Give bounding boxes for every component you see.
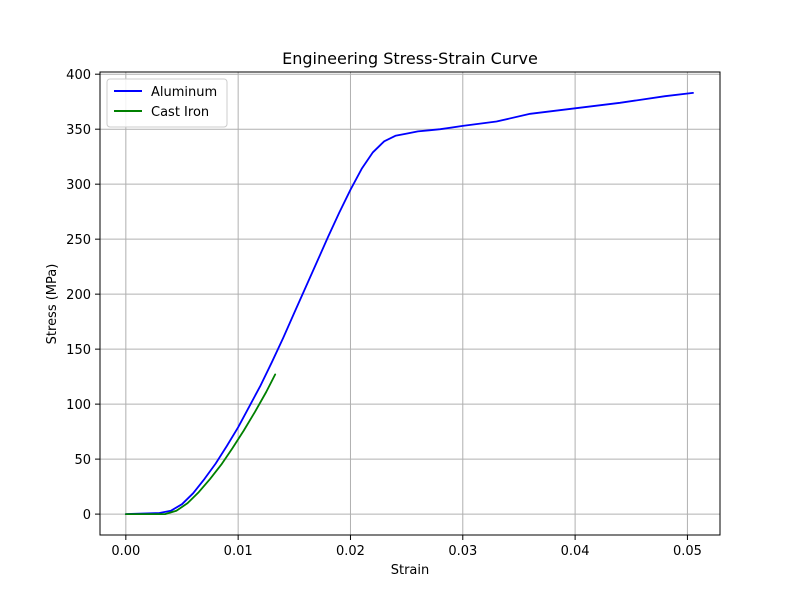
x-tick-label: 0.03 bbox=[448, 544, 477, 559]
y-tick-label: 100 bbox=[66, 398, 91, 413]
series-line-aluminum bbox=[124, 92, 694, 515]
legend-label-aluminum: Aluminum bbox=[151, 85, 217, 100]
y-tick-label: 150 bbox=[66, 343, 91, 358]
y-tick-label: 200 bbox=[66, 288, 91, 303]
y-tick-label: 0 bbox=[83, 508, 91, 523]
y-tick-label: 400 bbox=[66, 68, 91, 83]
x-tick-label: 0.02 bbox=[336, 544, 365, 559]
chart-title: Engineering Stress-Strain Curve bbox=[282, 49, 538, 68]
grid-layer bbox=[100, 72, 720, 535]
y-tick-label: 250 bbox=[66, 233, 91, 248]
y-tick-label: 50 bbox=[74, 453, 91, 468]
x-tick-label: 0.00 bbox=[111, 544, 140, 559]
y-tick-label: 350 bbox=[66, 123, 91, 138]
legend-label-cast-iron: Cast Iron bbox=[151, 105, 209, 120]
legend: Aluminum Cast Iron bbox=[106, 78, 228, 128]
tick-layer: 0.00 0.01 0.02 0.03 0.04 0.05 0 50 100 150 200 250 3… bbox=[66, 68, 702, 559]
series-line-cast-iron bbox=[124, 373, 277, 515]
x-tick-label: 0.01 bbox=[224, 544, 253, 559]
x-tick-label: 0.05 bbox=[673, 544, 702, 559]
x-tick-label: 0.04 bbox=[561, 544, 590, 559]
plot-frame bbox=[99, 71, 721, 536]
y-tick-label: 300 bbox=[66, 178, 91, 193]
x-axis-label: Strain bbox=[391, 563, 430, 578]
series-layer bbox=[124, 92, 694, 515]
y-axis-label: Stress (MPa) bbox=[45, 264, 60, 345]
